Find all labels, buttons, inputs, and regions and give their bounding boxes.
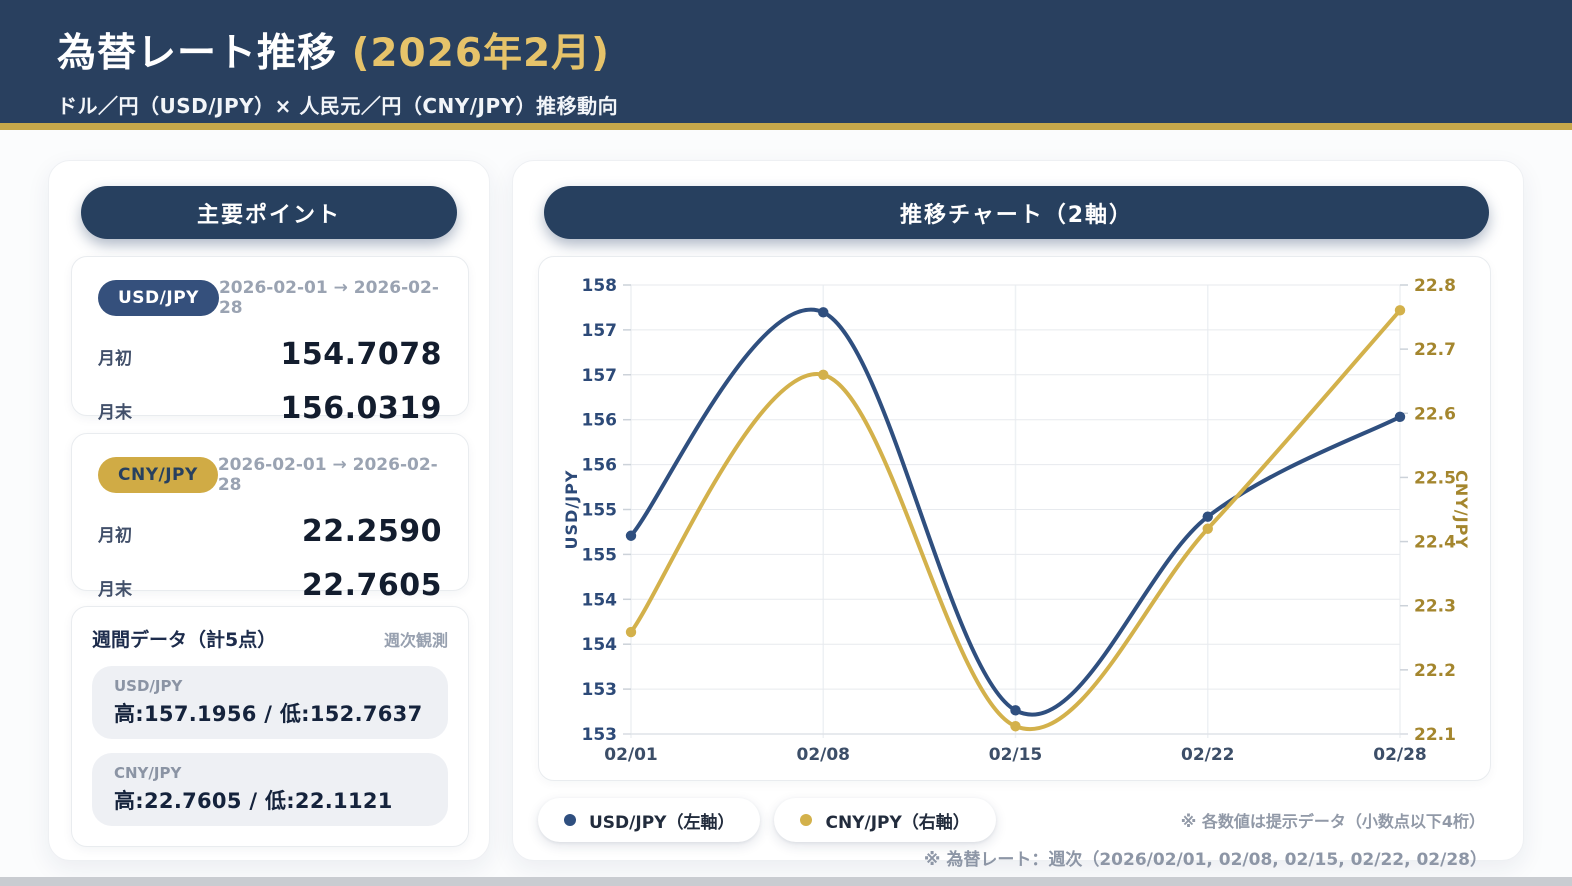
x-tick-label: 02/01 <box>604 745 658 765</box>
right-tick-label: 22.6 <box>1414 404 1456 424</box>
legend-item-cnyjpy[interactable]: CNY/JPY（右軸） <box>774 798 996 842</box>
usdjpy-month-end-row: 月末 156.0319 <box>98 391 442 426</box>
weekly-observation-label: 週次観測 <box>383 630 448 650</box>
chart-panel: 推移チャート（2軸） 02/01 02/08 02/15 02/22 02/28 158 1… <box>512 160 1524 870</box>
weekly-usdjpy-highlow: 高:157.1956 / 低:152.7637 <box>114 702 423 726</box>
trend-chart: 02/01 02/08 02/15 02/22 02/28 158 157 157 156 156… <box>562 276 1471 765</box>
window-edge-bar <box>0 877 1572 886</box>
page-title-main: 為替レート推移 <box>57 31 338 76</box>
legend-item-usdjpy[interactable]: USD/JPY（左軸） <box>538 798 761 842</box>
month-start-label: 月初 <box>98 349 132 369</box>
cnyjpy-month-end-row: 月末 22.7605 <box>98 568 442 603</box>
month-end-value: 156.0319 <box>280 391 442 426</box>
key-points-title: 主要ポイント <box>81 186 457 239</box>
right-tick-label: 22.7 <box>1414 340 1456 360</box>
cnyjpy-date-range: 2026-02-01 → 2026-02-28 <box>217 455 438 495</box>
page-header: 為替レート推移 (2026年2月) ドル／円（USD/JPY）× 人民元／円（C… <box>0 0 1572 130</box>
usdjpy-summary-card: USD/JPY 2026-02-01 → 2026-02-28 月初 154.7… <box>71 256 469 426</box>
month-start-value: 154.7078 <box>280 337 442 372</box>
chart-card: 02/01 02/08 02/15 02/22 02/28 158 157 157 156 156… <box>538 256 1491 781</box>
weekly-data-title: 週間データ（計5点） <box>92 629 277 651</box>
left-tick-label: 157 <box>582 321 618 341</box>
cnyjpy-point[interactable] <box>818 369 829 380</box>
right-axis-title: CNY/JPY <box>1452 470 1471 549</box>
right-tick-label: 22.4 <box>1414 533 1456 553</box>
month-end-label: 月末 <box>98 403 132 423</box>
cnyjpy-point[interactable] <box>1010 721 1021 732</box>
right-tick-label: 22.5 <box>1414 468 1456 488</box>
usdjpy-badge: USD/JPY <box>98 280 219 316</box>
page-title-accent: (2026年2月) <box>351 31 610 76</box>
weekly-cnyjpy-box: CNY/JPY 高:22.7605 / 低:22.1121 <box>92 753 448 826</box>
weekly-usdjpy-box: USD/JPY 高:157.1956 / 低:152.7637 <box>92 666 448 739</box>
weekly-usdjpy-label: USD/JPY <box>114 677 183 695</box>
cnyjpy-line <box>629 308 1402 731</box>
right-tick-label: 22.2 <box>1414 661 1456 681</box>
left-tick-label: 155 <box>582 501 618 521</box>
right-tick-label: 22.3 <box>1414 597 1456 617</box>
weekly-cnyjpy-label: CNY/JPY <box>114 764 182 782</box>
left-tick-label: 154 <box>582 635 618 655</box>
usdjpy-date-range: 2026-02-01 → 2026-02-28 <box>218 278 439 318</box>
x-tick-label: 02/28 <box>1373 745 1427 765</box>
left-tick-label: 155 <box>582 545 618 565</box>
usdjpy-point[interactable] <box>818 307 829 318</box>
left-tick-label: 156 <box>582 411 618 431</box>
left-tick-label: 158 <box>582 276 618 296</box>
cnyjpy-point[interactable] <box>1202 523 1213 534</box>
usdjpy-point[interactable] <box>625 530 637 541</box>
source-footnote: ※ 為替レート：週次（2026/02/01, 02/08, 02/15, 02/… <box>923 850 1487 870</box>
left-axis-title: USD/JPY <box>562 470 581 550</box>
cnyjpy-badge: CNY/JPY <box>98 457 218 493</box>
cnyjpy-legend-dot-icon <box>800 814 813 826</box>
legend-cnyjpy-label: CNY/JPY（右軸） <box>825 812 970 833</box>
x-tick-label: 02/15 <box>989 745 1043 765</box>
cnyjpy-point[interactable] <box>625 626 637 638</box>
weekly-data-card: 週間データ（計5点） 週次観測 USD/JPY 高:157.1956 / 低:1… <box>71 606 469 847</box>
month-start-value: 22.2590 <box>301 514 442 549</box>
usdjpy-point[interactable] <box>1394 411 1406 423</box>
key-points-panel: 主要ポイント USD/JPY 2026-02-01 → 2026-02-28 月… <box>48 160 490 861</box>
left-tick-label: 156 <box>582 456 618 476</box>
cnyjpy-summary-card: CNY/JPY 2026-02-01 → 2026-02-28 月初 22.25… <box>71 433 469 603</box>
legend-usdjpy-label: USD/JPY（左軸） <box>589 812 735 833</box>
left-tick-label: 153 <box>582 680 618 700</box>
right-tick-label: 22.1 <box>1414 725 1456 745</box>
left-tick-label: 157 <box>582 366 618 386</box>
right-tick-label: 22.8 <box>1414 276 1456 296</box>
weekly-cnyjpy-highlow: 高:22.7605 / 低:22.1121 <box>114 789 393 813</box>
left-tick-label: 154 <box>582 590 618 610</box>
x-tick-label: 02/08 <box>796 745 850 765</box>
chart-title: 推移チャート（2軸） <box>544 186 1489 239</box>
usdjpy-month-start-row: 月初 154.7078 <box>98 337 442 372</box>
month-end-value: 22.7605 <box>301 568 442 603</box>
precision-footnote: ※ 各数値は提示データ（小数点以下4桁） <box>1180 812 1485 831</box>
usdjpy-point[interactable] <box>1010 705 1021 716</box>
x-tick-label: 02/22 <box>1181 745 1235 765</box>
usdjpy-legend-dot-icon <box>564 814 576 826</box>
page-subtitle: ドル／円（USD/JPY）× 人民元／円（CNY/JPY）推移動向 <box>57 94 619 118</box>
month-end-label: 月末 <box>98 580 132 600</box>
left-tick-label: 153 <box>582 725 618 745</box>
usdjpy-point[interactable] <box>1202 511 1213 522</box>
page-title: 為替レート推移 (2026年2月) <box>57 22 1572 78</box>
cnyjpy-point[interactable] <box>1394 305 1406 316</box>
month-start-label: 月初 <box>98 526 132 546</box>
chart-legend: USD/JPY（左軸） CNY/JPY（右軸） ※ 各数値は提示データ（小数点以… <box>538 797 1491 843</box>
cnyjpy-month-start-row: 月初 22.2590 <box>98 514 442 549</box>
